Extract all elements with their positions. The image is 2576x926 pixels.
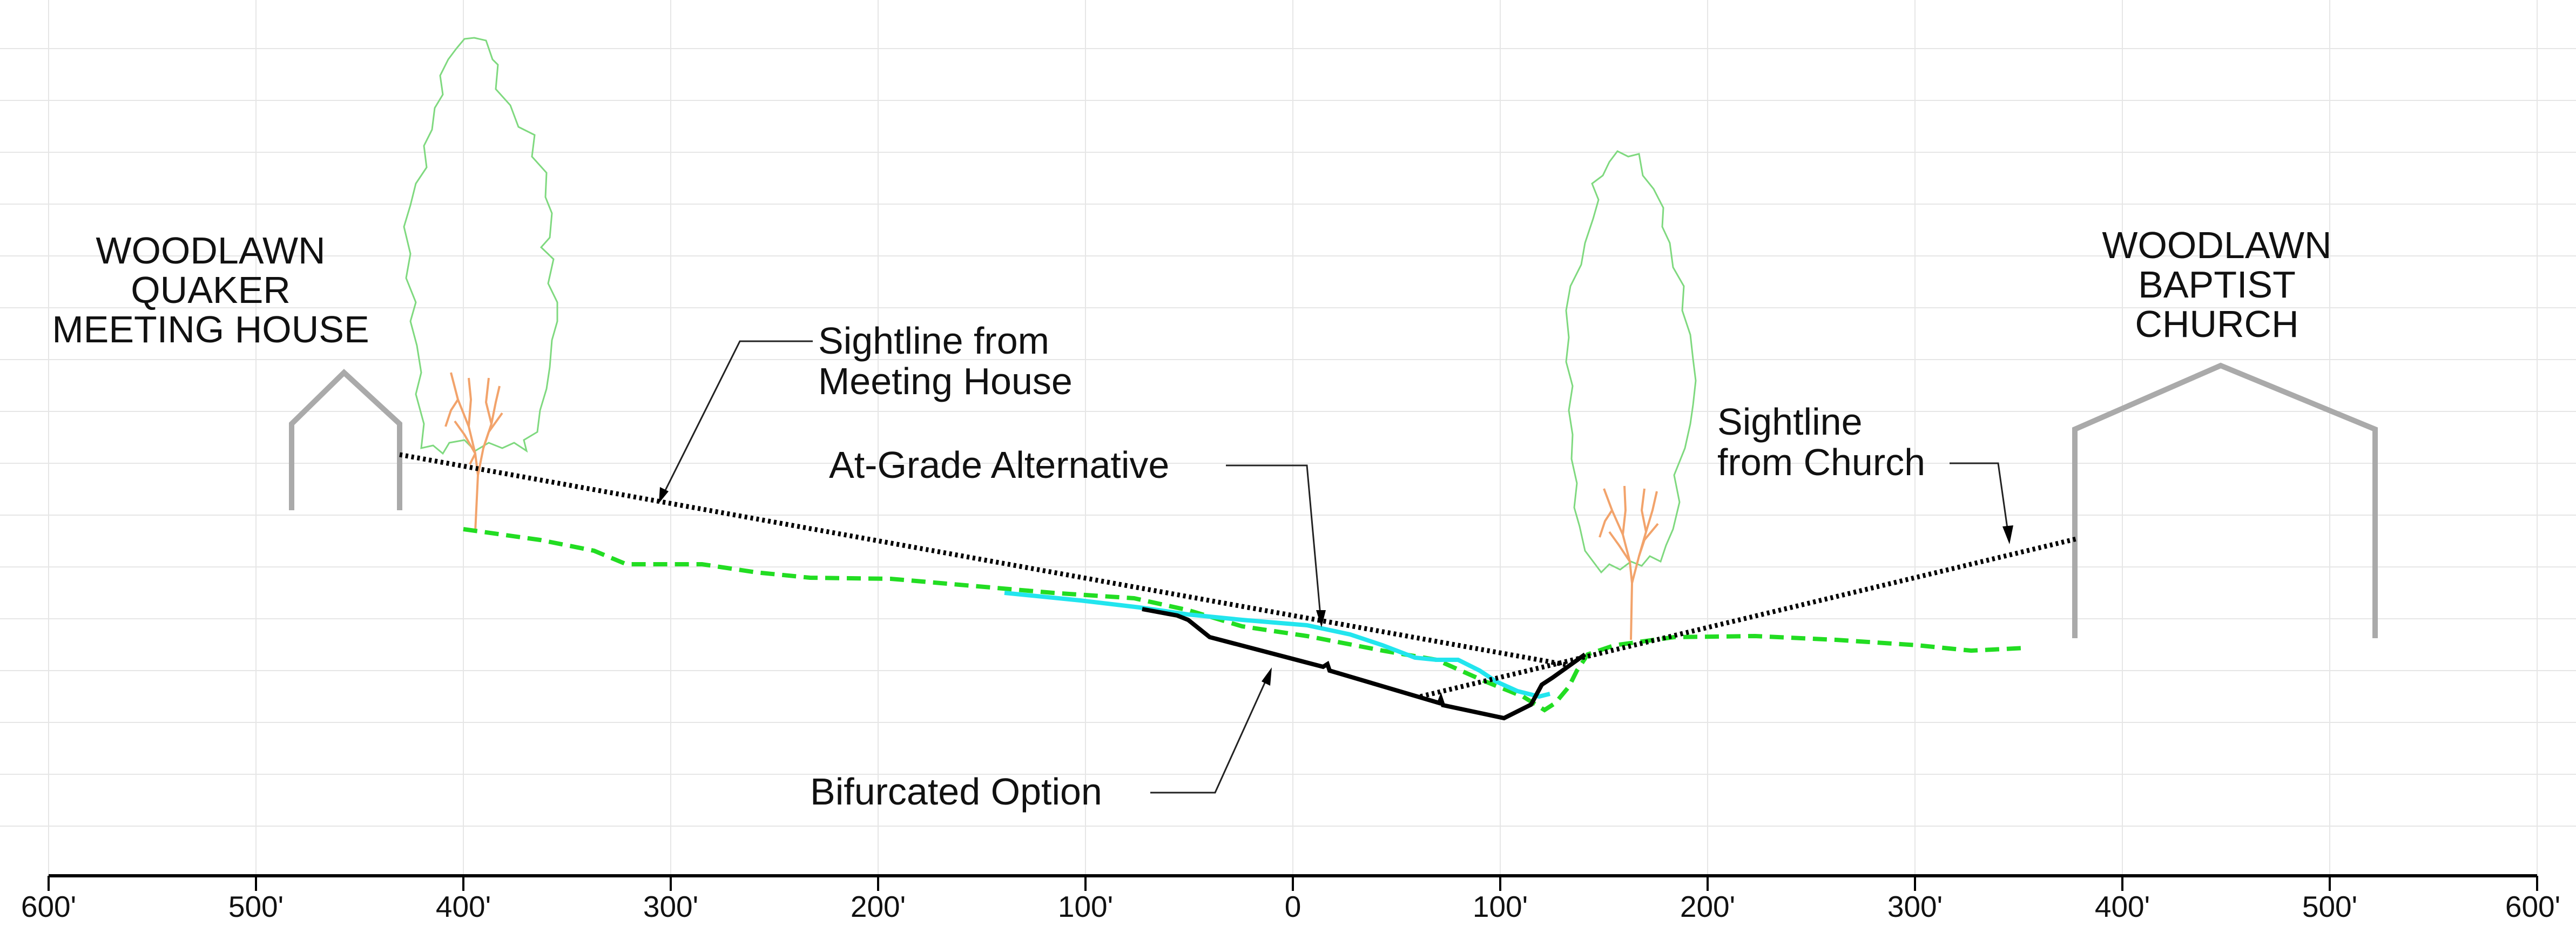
background-grid	[0, 0, 2576, 875]
bifurcated-option-label: Bifurcated Option	[810, 770, 1102, 813]
quaker-label-line-2: QUAKER	[131, 269, 291, 311]
sightline-from-church	[1419, 536, 2078, 699]
quaker-label-line-3: MEETING HOUSE	[52, 308, 369, 350]
baptist-label-line-2: BAPTIST	[2138, 263, 2296, 306]
tree-right	[1565, 150, 1697, 640]
quaker-meeting-house-outline	[289, 369, 402, 510]
axis-tick-label: 300'	[643, 890, 698, 923]
sightline-meeting-label-line-2: Meeting House	[818, 360, 1073, 402]
tree-left-canopy	[403, 37, 558, 455]
axis-tick-label: 200'	[1680, 890, 1735, 923]
sightline-church-leader	[1950, 462, 2013, 544]
axis-tick-label: 0	[1285, 890, 1302, 923]
at-grade-alternative-line	[1004, 591, 1550, 699]
axis-tick-label: 100'	[1473, 890, 1528, 923]
sightline-from-meeting-house	[399, 452, 1569, 668]
axis-tick-label: 400'	[436, 890, 491, 923]
quaker-meeting-house-label: WOODLAWN QUAKER MEETING HOUSE	[52, 229, 369, 350]
tree-right-canopy	[1565, 150, 1697, 574]
sightline-meeting-house-label: Sightline from Meeting House	[818, 320, 1073, 402]
at-grade-alternative-label: At-Grade Alternative	[829, 444, 1169, 486]
baptist-label-line-1: WOODLAWN	[2102, 224, 2331, 266]
axis-tick-label: 600'	[21, 890, 76, 923]
axis-tick-label: 100'	[1058, 890, 1113, 923]
axis-tick-label: 400'	[2095, 890, 2150, 923]
axis-tick-label: 200'	[851, 890, 906, 923]
axis-tick-label: 500'	[228, 890, 284, 923]
sightline-meeting-house-leader	[659, 340, 813, 503]
sightline-church-label: Sightline from Church	[1717, 401, 1925, 483]
at-grade-leader	[1226, 464, 1326, 627]
axis-tick-label: 600'	[2505, 890, 2560, 923]
tree-right-trunk	[1599, 485, 1659, 640]
axis-tick-label: 300'	[1887, 890, 1943, 923]
tree-left-trunk	[444, 372, 503, 532]
baptist-church-label: WOODLAWN BAPTIST CHURCH	[2102, 224, 2331, 345]
sightline-church-label-line-2: from Church	[1717, 441, 1925, 483]
baptist-church-outline	[2072, 362, 2378, 638]
axis-tick-label: 500'	[2302, 890, 2357, 923]
bifurcated-leader	[1150, 667, 1272, 794]
sightline-church-label-line-1: Sightline	[1717, 401, 1863, 443]
sightline-meeting-label-line-1: Sightline from	[818, 320, 1049, 362]
quaker-label-line-1: WOODLAWN	[96, 229, 325, 272]
distance-axis: 600' 500' 400' 300' 200' 100' 0 100' 200…	[21, 874, 2560, 923]
tree-left	[403, 37, 558, 532]
baptist-label-line-3: CHURCH	[2135, 303, 2298, 345]
bifurcated-option-line	[1142, 607, 1587, 721]
